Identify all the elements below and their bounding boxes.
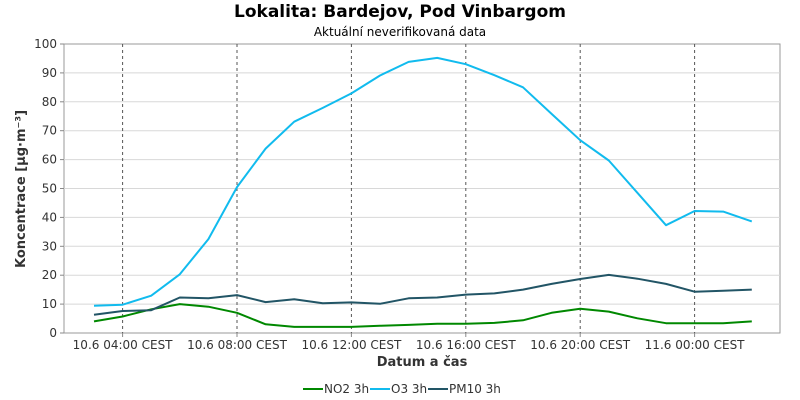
series-lines — [93, 56, 753, 328]
legend-label-no2: NO2 3h — [324, 382, 369, 396]
y-tick-label: 40 — [42, 210, 57, 224]
x-tick-label: 10.6 20:00 CEST — [530, 338, 631, 352]
chart-subtitle: Aktuální neverifikovaná data — [314, 25, 486, 39]
y-tick-label: 10 — [42, 297, 57, 311]
chart-title: Lokalita: Bardejov, Pod Vinbargom — [234, 2, 566, 22]
y-tick-label: 50 — [42, 182, 57, 196]
y-tick-label: 60 — [42, 153, 57, 167]
y-tick-label: 30 — [42, 239, 57, 253]
x-axis: 10.6 04:00 CEST 10.6 08:00 CEST 10.6 12:00… — [73, 333, 746, 352]
x-axis-title: Datum a čas — [377, 355, 468, 370]
x-tick-label: 10.6 12:00 CEST — [301, 338, 402, 352]
x-tick-label: 11.6 00:00 CEST — [645, 338, 746, 352]
series-line-pm10 — [93, 273, 752, 316]
series-line-no2 — [93, 303, 752, 328]
y-tick-label: 0 — [49, 326, 57, 340]
y-tick-label: 90 — [42, 66, 57, 80]
y-axis: 0 10 20 30 40 50 60 70 80 90 100 — [34, 37, 64, 340]
legend-label-o3: O3 3h — [391, 382, 427, 396]
x-tick-label: 10.6 08:00 CEST — [187, 338, 288, 352]
x-tick-label: 10.6 04:00 CEST — [73, 338, 174, 352]
y-tick-label: 70 — [42, 124, 57, 138]
legend-label-pm10: PM10 3h — [449, 382, 501, 396]
x-tick-label: 10.6 16:00 CEST — [416, 338, 517, 352]
y-axis-title: Koncentrace [µg·m⁻³] — [14, 110, 29, 268]
grid-lines — [64, 44, 780, 333]
series-line-o3 — [93, 56, 753, 307]
y-tick-label: 20 — [42, 268, 57, 282]
y-tick-label: 80 — [42, 95, 57, 109]
legend: NO2 3h O3 3h PM10 3h — [303, 382, 501, 396]
y-tick-label: 100 — [34, 37, 57, 51]
